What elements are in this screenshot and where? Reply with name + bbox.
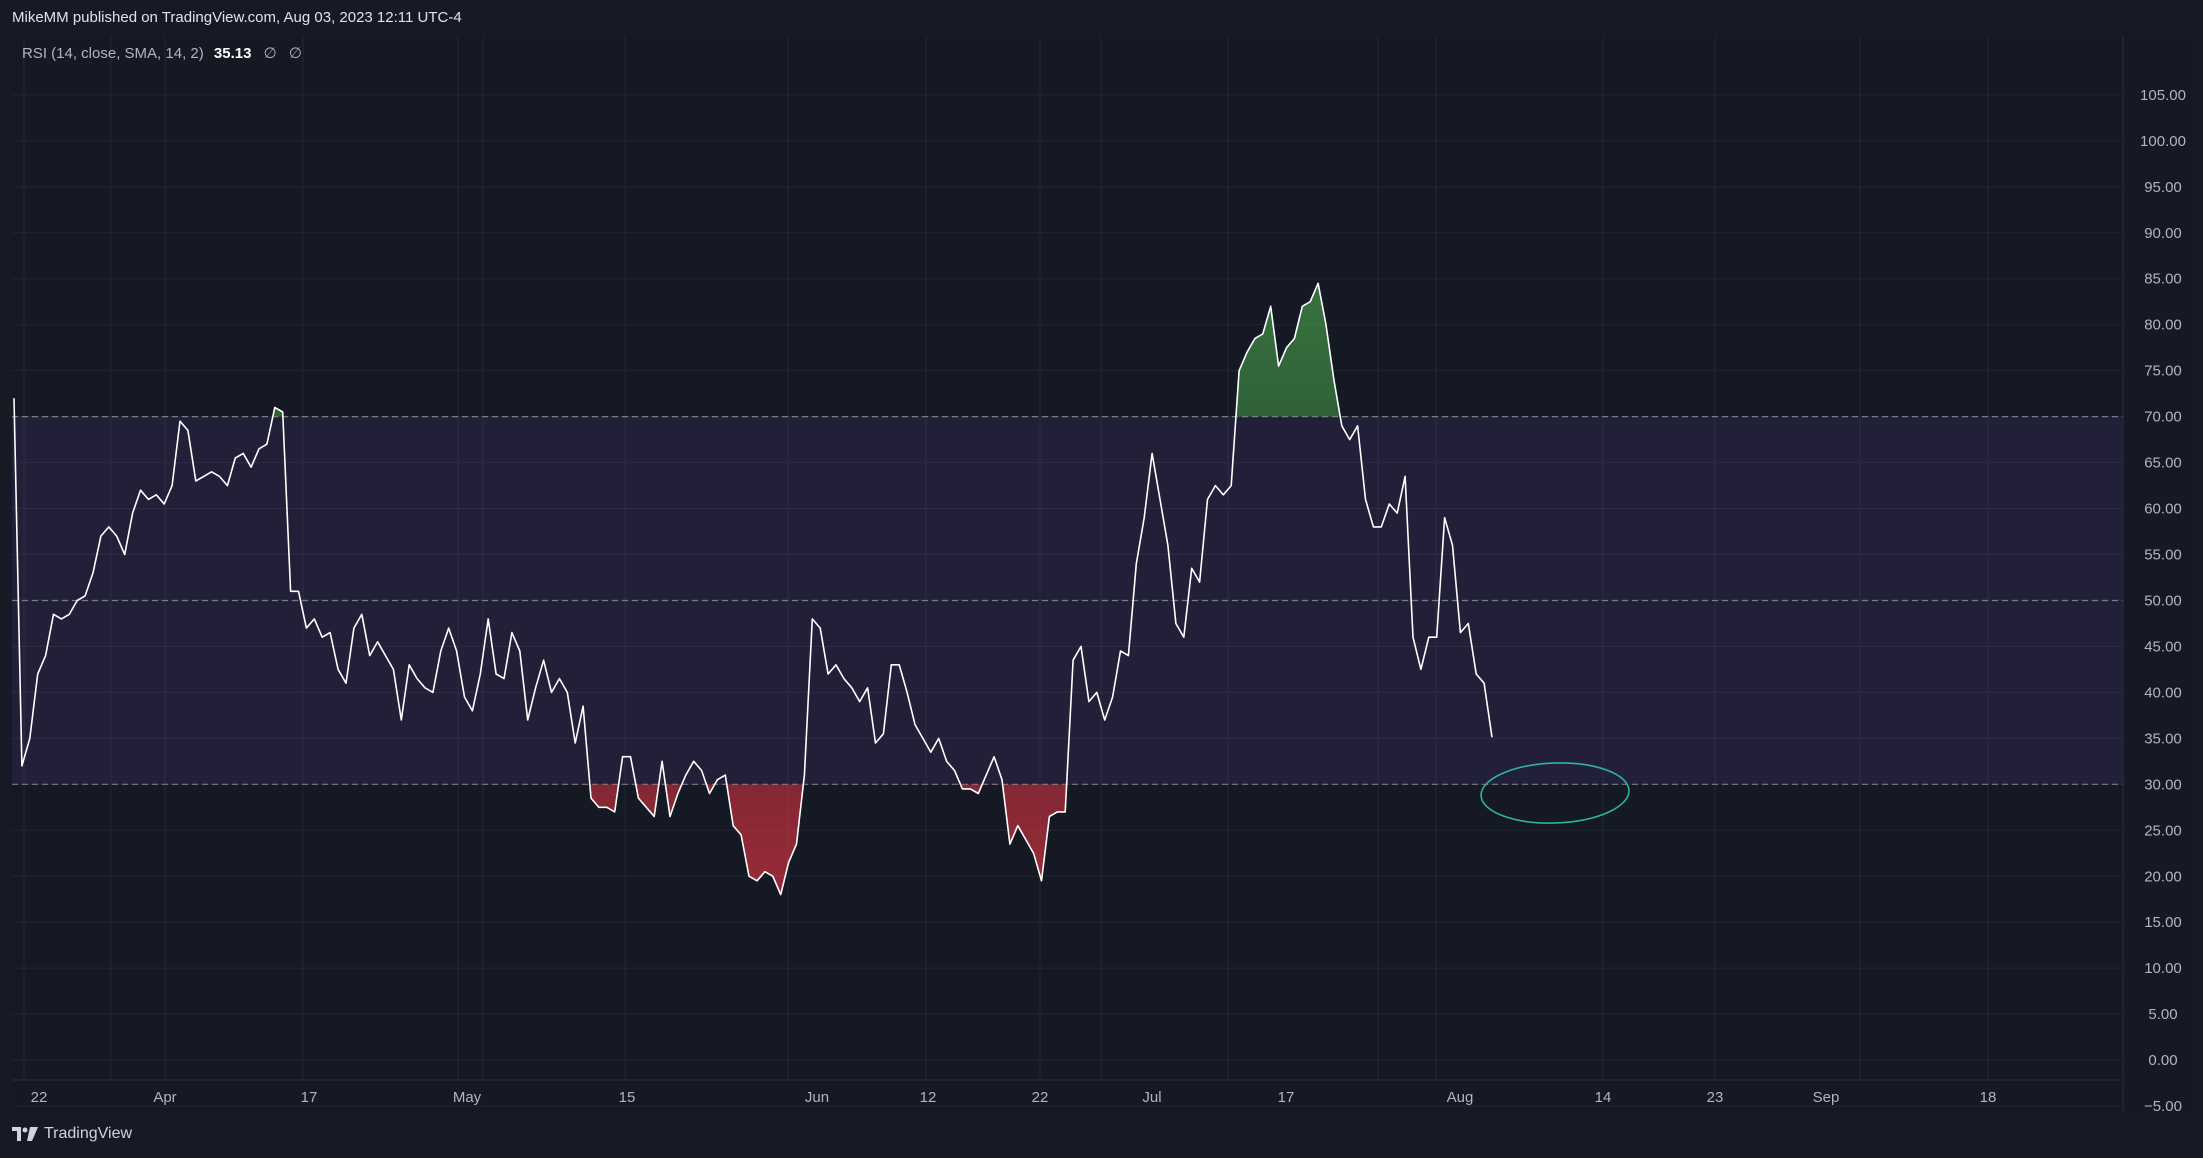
y-tick-label: 35.00 <box>2144 730 2182 747</box>
publish-header: MikeMM published on TradingView.com, Aug… <box>0 0 2203 36</box>
y-tick-label: 50.00 <box>2144 592 2182 609</box>
x-tick-label: Jun <box>805 1089 829 1106</box>
y-tick-label: 70.00 <box>2144 409 2182 426</box>
y-tick-label: 55.00 <box>2144 547 2182 564</box>
chart-pane[interactable] <box>12 36 2198 1112</box>
x-tick-label: 23 <box>1707 1089 1724 1106</box>
y-tick-label: 60.00 <box>2144 501 2182 518</box>
tradingview-logo-icon <box>12 1127 38 1141</box>
y-tick-label: 20.00 <box>2144 868 2182 885</box>
y-tick-label: 65.00 <box>2144 455 2182 472</box>
indicator-name: RSI (14, close, SMA, 14, 2) <box>22 45 204 62</box>
rsi-line <box>13 282 1493 896</box>
x-tick-label: 22 <box>31 1089 48 1106</box>
y-tick-label: 30.00 <box>2144 776 2182 793</box>
x-tick-label: Aug <box>1447 1089 1474 1106</box>
x-tick-label: Sep <box>1813 1089 1840 1106</box>
y-tick-label: 25.00 <box>2144 822 2182 839</box>
x-tick-label: 14 <box>1595 1089 1612 1106</box>
y-tick-label: 45.00 <box>2144 638 2182 655</box>
indicator-value: 35.13 <box>213 45 252 62</box>
y-tick-label: 80.00 <box>2144 317 2182 334</box>
x-tick-label: Jul <box>1142 1089 1161 1106</box>
y-tick-label: 95.00 <box>2144 179 2182 196</box>
ma-value-2: ∅ <box>288 45 302 62</box>
y-tick-label: 5.00 <box>2148 1006 2177 1023</box>
footer <box>0 1112 2203 1158</box>
y-tick-label: 10.00 <box>2144 960 2182 977</box>
y-tick-label: 85.00 <box>2144 271 2182 288</box>
x-tick-label: 15 <box>619 1089 636 1106</box>
y-tick-label: 0.00 <box>2148 1052 2177 1069</box>
y-tick-label: 75.00 <box>2144 363 2182 380</box>
brand-label: TradingView <box>44 1125 133 1142</box>
annotation-ellipse <box>1480 762 1630 824</box>
indicator-legend[interactable]: RSI (14, close, SMA, 14, 2) 35.13 ∅ ∅ <box>22 44 302 62</box>
x-tick-label: 12 <box>920 1089 937 1106</box>
x-tick-label: May <box>453 1089 482 1106</box>
y-tick-label: 100.00 <box>2140 133 2186 150</box>
x-tick-label: 17 <box>1278 1089 1295 1106</box>
y-tick-label: 105.00 <box>2140 87 2186 104</box>
publish-info: MikeMM published on TradingView.com, Aug… <box>12 9 462 26</box>
brand-logo[interactable]: TradingView <box>12 1125 132 1143</box>
x-tick-label: 22 <box>1032 1089 1049 1106</box>
x-tick-label: 17 <box>301 1089 318 1106</box>
y-tick-label: 15.00 <box>2144 914 2182 931</box>
x-tick-label: Apr <box>153 1089 176 1106</box>
oversold-fill <box>589 784 1067 895</box>
x-tick-label: 18 <box>1980 1089 1997 1106</box>
y-tick-label: 40.00 <box>2144 684 2182 701</box>
ma-value-1: ∅ <box>263 45 277 62</box>
y-tick-label: 90.00 <box>2144 225 2182 242</box>
y-tick-label: −5.00 <box>2144 1098 2182 1115</box>
